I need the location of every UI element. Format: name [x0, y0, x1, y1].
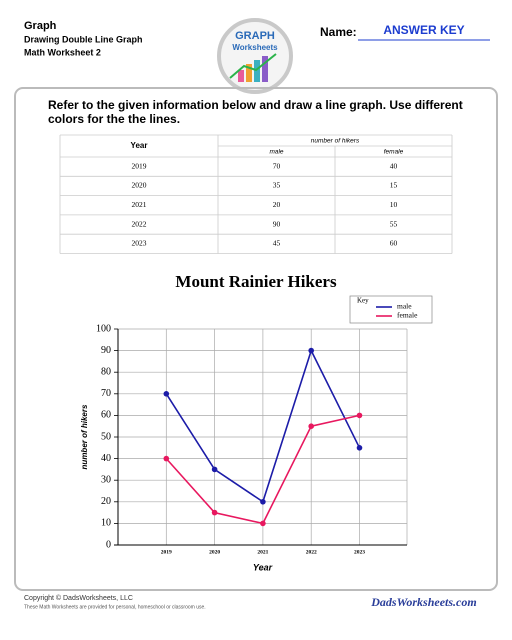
point: [211, 466, 218, 473]
x-tick-label: 2020: [209, 549, 220, 555]
logo-bar: [246, 64, 252, 82]
instructions-box: Refer to the given information below and…: [48, 98, 463, 126]
subject: Graph: [24, 20, 57, 32]
logo: GRAPH Worksheets: [217, 18, 293, 94]
group-header: number of hikers: [311, 138, 360, 145]
worksheet-number: Math Worksheet 2: [24, 47, 101, 57]
point: [308, 347, 315, 354]
legend-box: [349, 295, 433, 324]
y-tick-label: 0: [106, 539, 111, 550]
data-table: Year number of hikers male female 2019 70 40 20…: [59, 134, 453, 254]
copyright: Copyright © DadsWorksheets, LLC: [24, 594, 133, 602]
logo-bottom: Worksheets: [232, 43, 278, 52]
table-cell: 55: [390, 219, 398, 228]
x-tick-label: 2019: [161, 549, 172, 555]
y-tick-label: 70: [101, 388, 111, 399]
chart-title: Mount Rainier Hikers: [175, 272, 337, 291]
table-cell: 90: [273, 219, 281, 228]
x-tick-label: 2022: [306, 549, 317, 555]
topic: Drawing Double Line Graph: [24, 34, 143, 44]
instructions: Refer to the given information below and…: [48, 98, 463, 126]
table-cell: 10: [390, 200, 398, 209]
point: [163, 391, 170, 397]
logo-ring: [217, 18, 293, 94]
y-tick-label: 100: [96, 323, 111, 334]
legend-title: Key: [357, 297, 369, 305]
table-cell: 15: [390, 181, 398, 190]
table-cell: 2023: [132, 239, 147, 248]
x-axis-label: Year: [253, 562, 273, 572]
point: [211, 509, 218, 516]
footer-note: These Math Worksheets are provided for p…: [24, 604, 206, 610]
table-cell: 2020: [132, 181, 147, 190]
point: [308, 423, 315, 430]
logo-top: GRAPH: [235, 30, 275, 42]
y-tick-label: 10: [101, 518, 111, 529]
y-tick-label: 80: [101, 366, 111, 377]
logo-bar: [262, 56, 268, 82]
brand: DadsWorksheets.com: [370, 595, 476, 609]
name-label: Name:: [320, 25, 357, 39]
y-tick-label: 40: [101, 453, 111, 464]
table-cell: 2021: [132, 200, 147, 209]
y-tick-label: 50: [101, 431, 111, 442]
content-frame: [14, 87, 498, 591]
y-axis-label: number of hikers: [80, 404, 89, 469]
logo-bar: [238, 70, 244, 82]
table-cell: 70: [273, 161, 281, 170]
year-header: Year: [131, 141, 148, 150]
point: [356, 445, 363, 451]
y-tick-label: 90: [101, 345, 111, 356]
point: [260, 520, 266, 527]
logo-arrow: [229, 53, 277, 79]
x-tick-label: 2021: [257, 549, 268, 555]
point: [260, 499, 266, 505]
table-cell: 40: [390, 161, 398, 170]
table-cell: 20: [273, 200, 281, 209]
column-header: female: [384, 149, 404, 156]
point: [356, 412, 363, 419]
line-chart: Mount Rainier Hikers 0 10 20 30 40 50 60 70 80 90 1…: [80, 272, 433, 572]
table-cell: 60: [390, 239, 398, 248]
y-tick-label: 60: [101, 410, 111, 421]
legend-label: female: [397, 311, 418, 320]
legend-label: male: [397, 302, 412, 311]
table-cell: 2019: [132, 161, 147, 170]
y-tick-label: 30: [101, 474, 111, 485]
x-tick-label: 2023: [354, 549, 365, 555]
point: [163, 455, 170, 462]
table-cell: 45: [273, 239, 281, 248]
name-value: ANSWER KEY: [383, 23, 464, 37]
column-header: male: [269, 149, 283, 156]
table-cell: 2022: [132, 219, 147, 228]
table-cell: 35: [273, 181, 281, 190]
y-tick-label: 20: [101, 496, 111, 507]
logo-bar: [254, 60, 260, 82]
